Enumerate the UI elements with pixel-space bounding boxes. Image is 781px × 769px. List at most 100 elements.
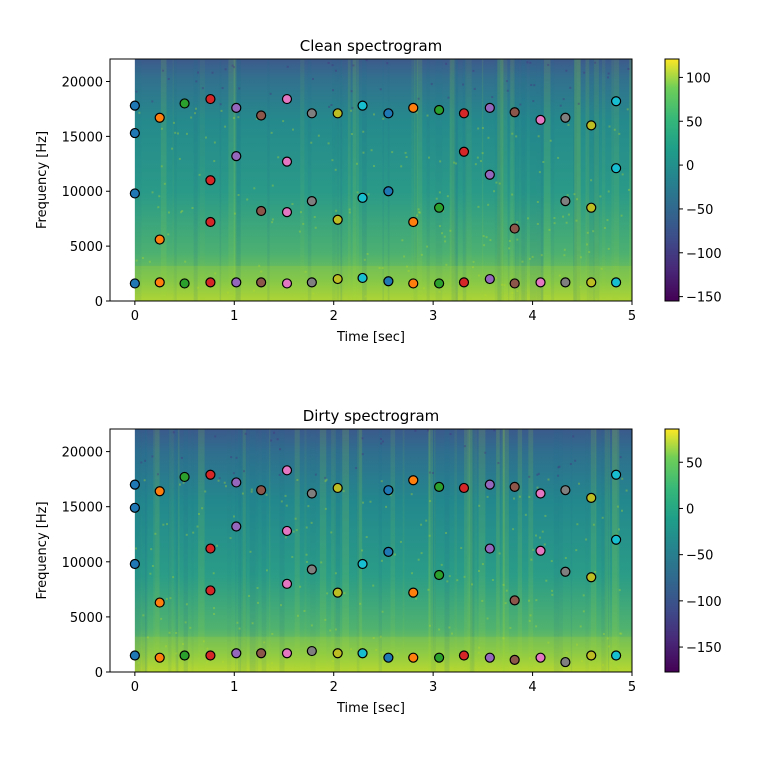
peak-marker	[383, 276, 394, 287]
peak-marker	[357, 648, 368, 659]
peak-marker	[509, 278, 520, 289]
peak-marker	[458, 108, 470, 119]
x-tick-label: 0	[131, 309, 139, 324]
y-tick-label: 10000	[62, 185, 103, 200]
peak-marker	[129, 188, 140, 199]
peak-marker	[256, 110, 267, 121]
peak-marker	[306, 564, 317, 575]
colorbar-tick-label: −150	[686, 291, 722, 306]
peak-marker	[281, 578, 293, 589]
peak-marker	[205, 216, 216, 228]
peak-marker	[357, 100, 368, 111]
peak-marker	[256, 648, 267, 659]
peak-marker	[383, 186, 394, 197]
peak-marker	[484, 479, 495, 490]
peak-marker	[332, 214, 343, 225]
x-tick-label: 4	[528, 309, 536, 324]
peak-marker	[205, 469, 216, 480]
peak-marker	[306, 488, 317, 499]
peak-marker	[434, 569, 445, 581]
spectrogram-texture	[134, 429, 632, 672]
peak-marker	[383, 652, 394, 663]
peak-marker	[256, 205, 267, 217]
y-tick-label: 0	[95, 666, 103, 681]
peak-marker	[484, 652, 495, 663]
y-axis-label: Frequency [Hz]	[35, 131, 50, 229]
peak-marker	[610, 277, 622, 288]
peak-marker	[610, 534, 622, 545]
peak-marker	[179, 650, 190, 661]
x-tick-label: 3	[429, 309, 437, 324]
x-tick-label: 4	[528, 680, 536, 695]
peak-marker	[434, 202, 445, 213]
peak-marker	[306, 277, 317, 288]
peak-marker	[357, 192, 368, 203]
peak-marker	[383, 485, 394, 496]
peak-marker	[484, 543, 495, 554]
x-axis-label: Time [sec]	[336, 701, 405, 716]
colorbar-tick-label: 0	[686, 502, 694, 517]
y-tick-label: 15000	[62, 130, 103, 145]
colorbar	[664, 58, 680, 302]
colorbar-tick-label: −150	[686, 641, 722, 656]
peak-marker	[129, 558, 140, 570]
y-axis-label: Frequency [Hz]	[35, 501, 50, 599]
peak-marker	[256, 277, 267, 288]
peak-marker	[205, 543, 216, 554]
x-tick-label: 5	[628, 309, 636, 324]
peak-marker	[306, 108, 317, 119]
peak-marker	[610, 650, 622, 661]
peak-marker	[408, 102, 419, 113]
peak-markers	[129, 93, 622, 289]
peak-marker	[231, 151, 242, 162]
y-tick-label: 15000	[62, 501, 103, 516]
peak-marker	[179, 471, 190, 483]
colorbar-tick-label: 50	[686, 456, 703, 471]
y-tick-label: 20000	[62, 75, 103, 90]
peak-marker	[231, 277, 242, 288]
peak-marker	[535, 277, 546, 288]
peak-marker	[586, 202, 597, 213]
peak-marker	[154, 486, 165, 497]
x-axis-label: Time [sec]	[336, 330, 405, 345]
spectrogram-image	[134, 429, 632, 672]
x-tick-label: 1	[230, 680, 238, 695]
peak-marker	[205, 93, 216, 105]
peak-marker	[281, 156, 293, 167]
x-tick-label: 0	[131, 680, 139, 695]
peak-marker	[332, 482, 343, 494]
peak-marker	[434, 104, 445, 116]
peak-marker	[383, 108, 394, 119]
peak-marker	[458, 277, 470, 288]
peak-marker	[458, 146, 470, 157]
peak-marker	[586, 650, 597, 661]
y-tick-label: 20000	[62, 446, 103, 461]
colorbar-tick-label: −100	[686, 247, 722, 262]
peak-marker	[509, 107, 520, 118]
peak-marker	[154, 277, 165, 288]
spectrogram-texture	[134, 59, 633, 301]
peak-marker	[509, 223, 520, 234]
peak-marker	[205, 277, 216, 288]
peak-marker	[408, 587, 419, 598]
peak-marker	[231, 102, 242, 113]
peak-marker	[306, 645, 317, 657]
peak-marker	[535, 488, 546, 499]
peak-marker	[357, 272, 368, 284]
peak-marker	[205, 585, 216, 596]
peak-marker	[129, 100, 140, 111]
peak-marker	[281, 207, 293, 218]
peak-marker	[560, 566, 571, 577]
peak-marker	[535, 114, 546, 126]
peak-marker	[205, 650, 216, 661]
peak-marker	[610, 469, 622, 480]
x-tick-label: 1	[230, 309, 238, 324]
peak-marker	[560, 112, 571, 123]
peak-marker	[357, 558, 368, 570]
colorbar-tick-label: 0	[686, 159, 694, 174]
peak-marker	[586, 572, 597, 583]
peak-marker	[408, 278, 419, 289]
spectrogram-image	[134, 59, 632, 301]
colorbar-tick-label: 100	[686, 71, 711, 86]
